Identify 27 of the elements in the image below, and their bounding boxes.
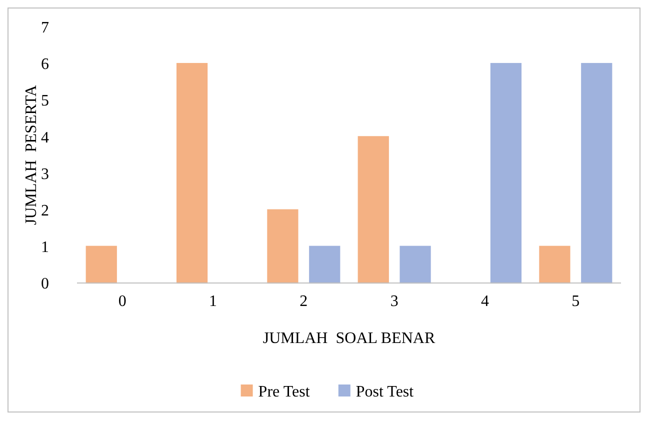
x-tick-label: 3: [390, 293, 398, 310]
y-tick-label: 4: [41, 129, 49, 146]
y-tick-label: 3: [41, 166, 49, 183]
bar: [176, 62, 208, 284]
x-tick-label: 1: [209, 293, 217, 310]
bar: [86, 246, 117, 284]
y-tick-label: 2: [41, 202, 49, 220]
bar: [267, 209, 298, 284]
y-tick-label: 6: [41, 56, 49, 74]
y-tick-label: 5: [41, 92, 49, 110]
bar: [400, 246, 431, 284]
bar: [490, 62, 522, 284]
x-tick-label: 0: [118, 293, 126, 310]
x-axis-title: JUMLAH SOAL BENAR: [262, 330, 436, 347]
x-tick-label: 5: [572, 293, 580, 310]
legend-label: Post Test: [356, 384, 414, 401]
bar: [358, 136, 389, 284]
bar: [581, 62, 612, 284]
y-axis-title: JUMLAH PESERTA: [23, 84, 40, 225]
y-tick-label: 7: [41, 20, 49, 37]
y-tick-label: 1: [41, 239, 49, 256]
bar: [539, 246, 570, 284]
x-tick-label: 2: [300, 293, 308, 310]
bar: [309, 246, 340, 284]
y-tick-label: 0: [41, 276, 49, 293]
x-tick-label: 4: [481, 293, 489, 310]
legend-label: Pre Test: [258, 384, 310, 401]
